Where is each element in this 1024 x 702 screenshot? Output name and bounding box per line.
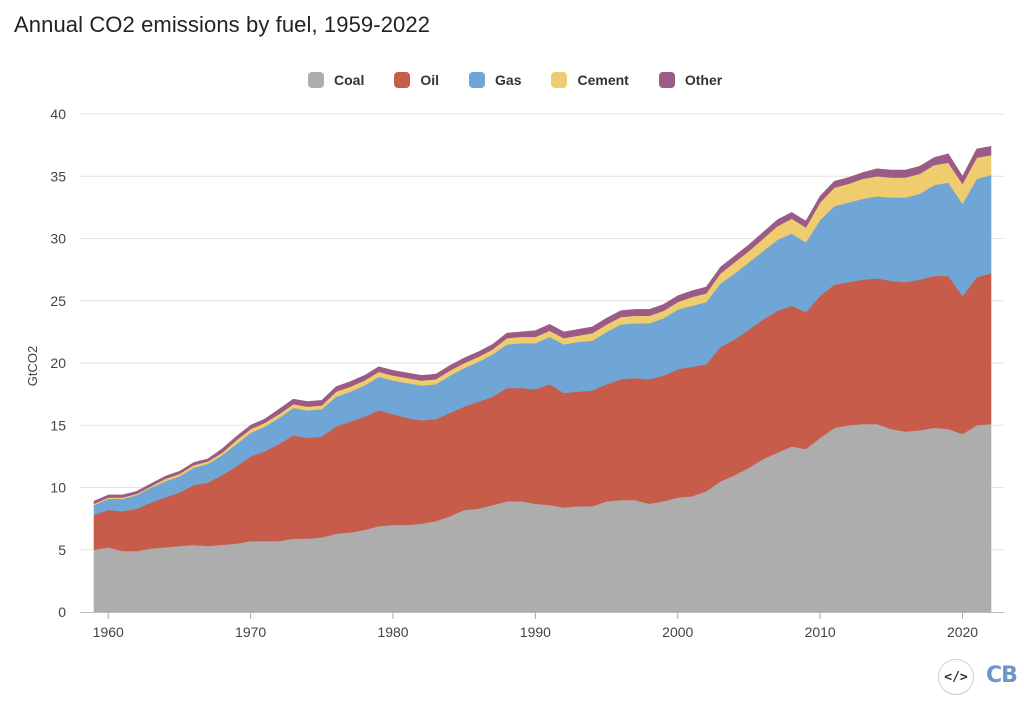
x-tick-label-2020: 2020 xyxy=(947,624,978,640)
legend-label-oil: Oil xyxy=(420,72,440,88)
y-tick-label-40: 40 xyxy=(50,106,66,122)
legend-item-gas[interactable]: Gas xyxy=(469,72,521,88)
chart-title: Annual CO2 emissions by fuel, 1959-2022 xyxy=(14,12,431,37)
legend-item-other[interactable]: Other xyxy=(658,72,723,88)
y-tick-label-25: 25 xyxy=(50,293,66,309)
legend-swatch-oil xyxy=(394,72,411,88)
area-other[interactable] xyxy=(93,146,992,504)
legend-label-gas: Gas xyxy=(495,72,522,88)
y-tick-label-20: 20 xyxy=(50,355,66,371)
legend-item-cement[interactable]: Cement xyxy=(551,72,629,88)
chart-areas xyxy=(93,146,992,613)
x-tick-label-1970: 1970 xyxy=(235,624,266,640)
y-tick-label-10: 10 xyxy=(50,480,66,496)
legend-swatch-other xyxy=(658,72,675,88)
y-tick-label-30: 30 xyxy=(50,231,66,247)
legend-item-coal[interactable]: Coal xyxy=(308,72,364,88)
y-axis-ticks: 0 5 10 15 20 25 30 35 40 xyxy=(50,106,66,620)
y-tick-label-5: 5 xyxy=(58,542,66,558)
legend-swatch-gas xyxy=(469,72,486,88)
legend-label-other: Other xyxy=(684,72,723,88)
x-tick-label-1980: 1980 xyxy=(377,624,408,640)
embed-code-icon[interactable]: </> xyxy=(938,659,974,695)
legend-swatch-cement xyxy=(551,72,568,88)
x-tick-label-2010: 2010 xyxy=(805,624,836,640)
y-tick-label-15: 15 xyxy=(50,417,66,433)
y-tick-label-35: 35 xyxy=(50,168,66,184)
legend-swatch-coal xyxy=(308,72,324,88)
x-tick-label-1960: 1960 xyxy=(93,624,124,640)
x-axis: 1960 1970 1980 1990 2000 2010 2020 xyxy=(80,612,1004,640)
legend-item-oil[interactable]: Oil xyxy=(394,72,439,88)
x-tick-label-2000: 2000 xyxy=(662,624,693,640)
legend-label-coal: Coal xyxy=(334,72,365,88)
chart-legend: Coal Oil Gas Cement Other xyxy=(308,72,752,88)
x-tick-label-1990: 1990 xyxy=(520,624,551,640)
y-tick-label-0: 0 xyxy=(58,604,66,620)
legend-label-cement: Cement xyxy=(577,72,629,88)
y-axis-label: GtCO2 xyxy=(25,346,40,386)
carbonbrief-logo: CB xyxy=(986,663,1018,688)
